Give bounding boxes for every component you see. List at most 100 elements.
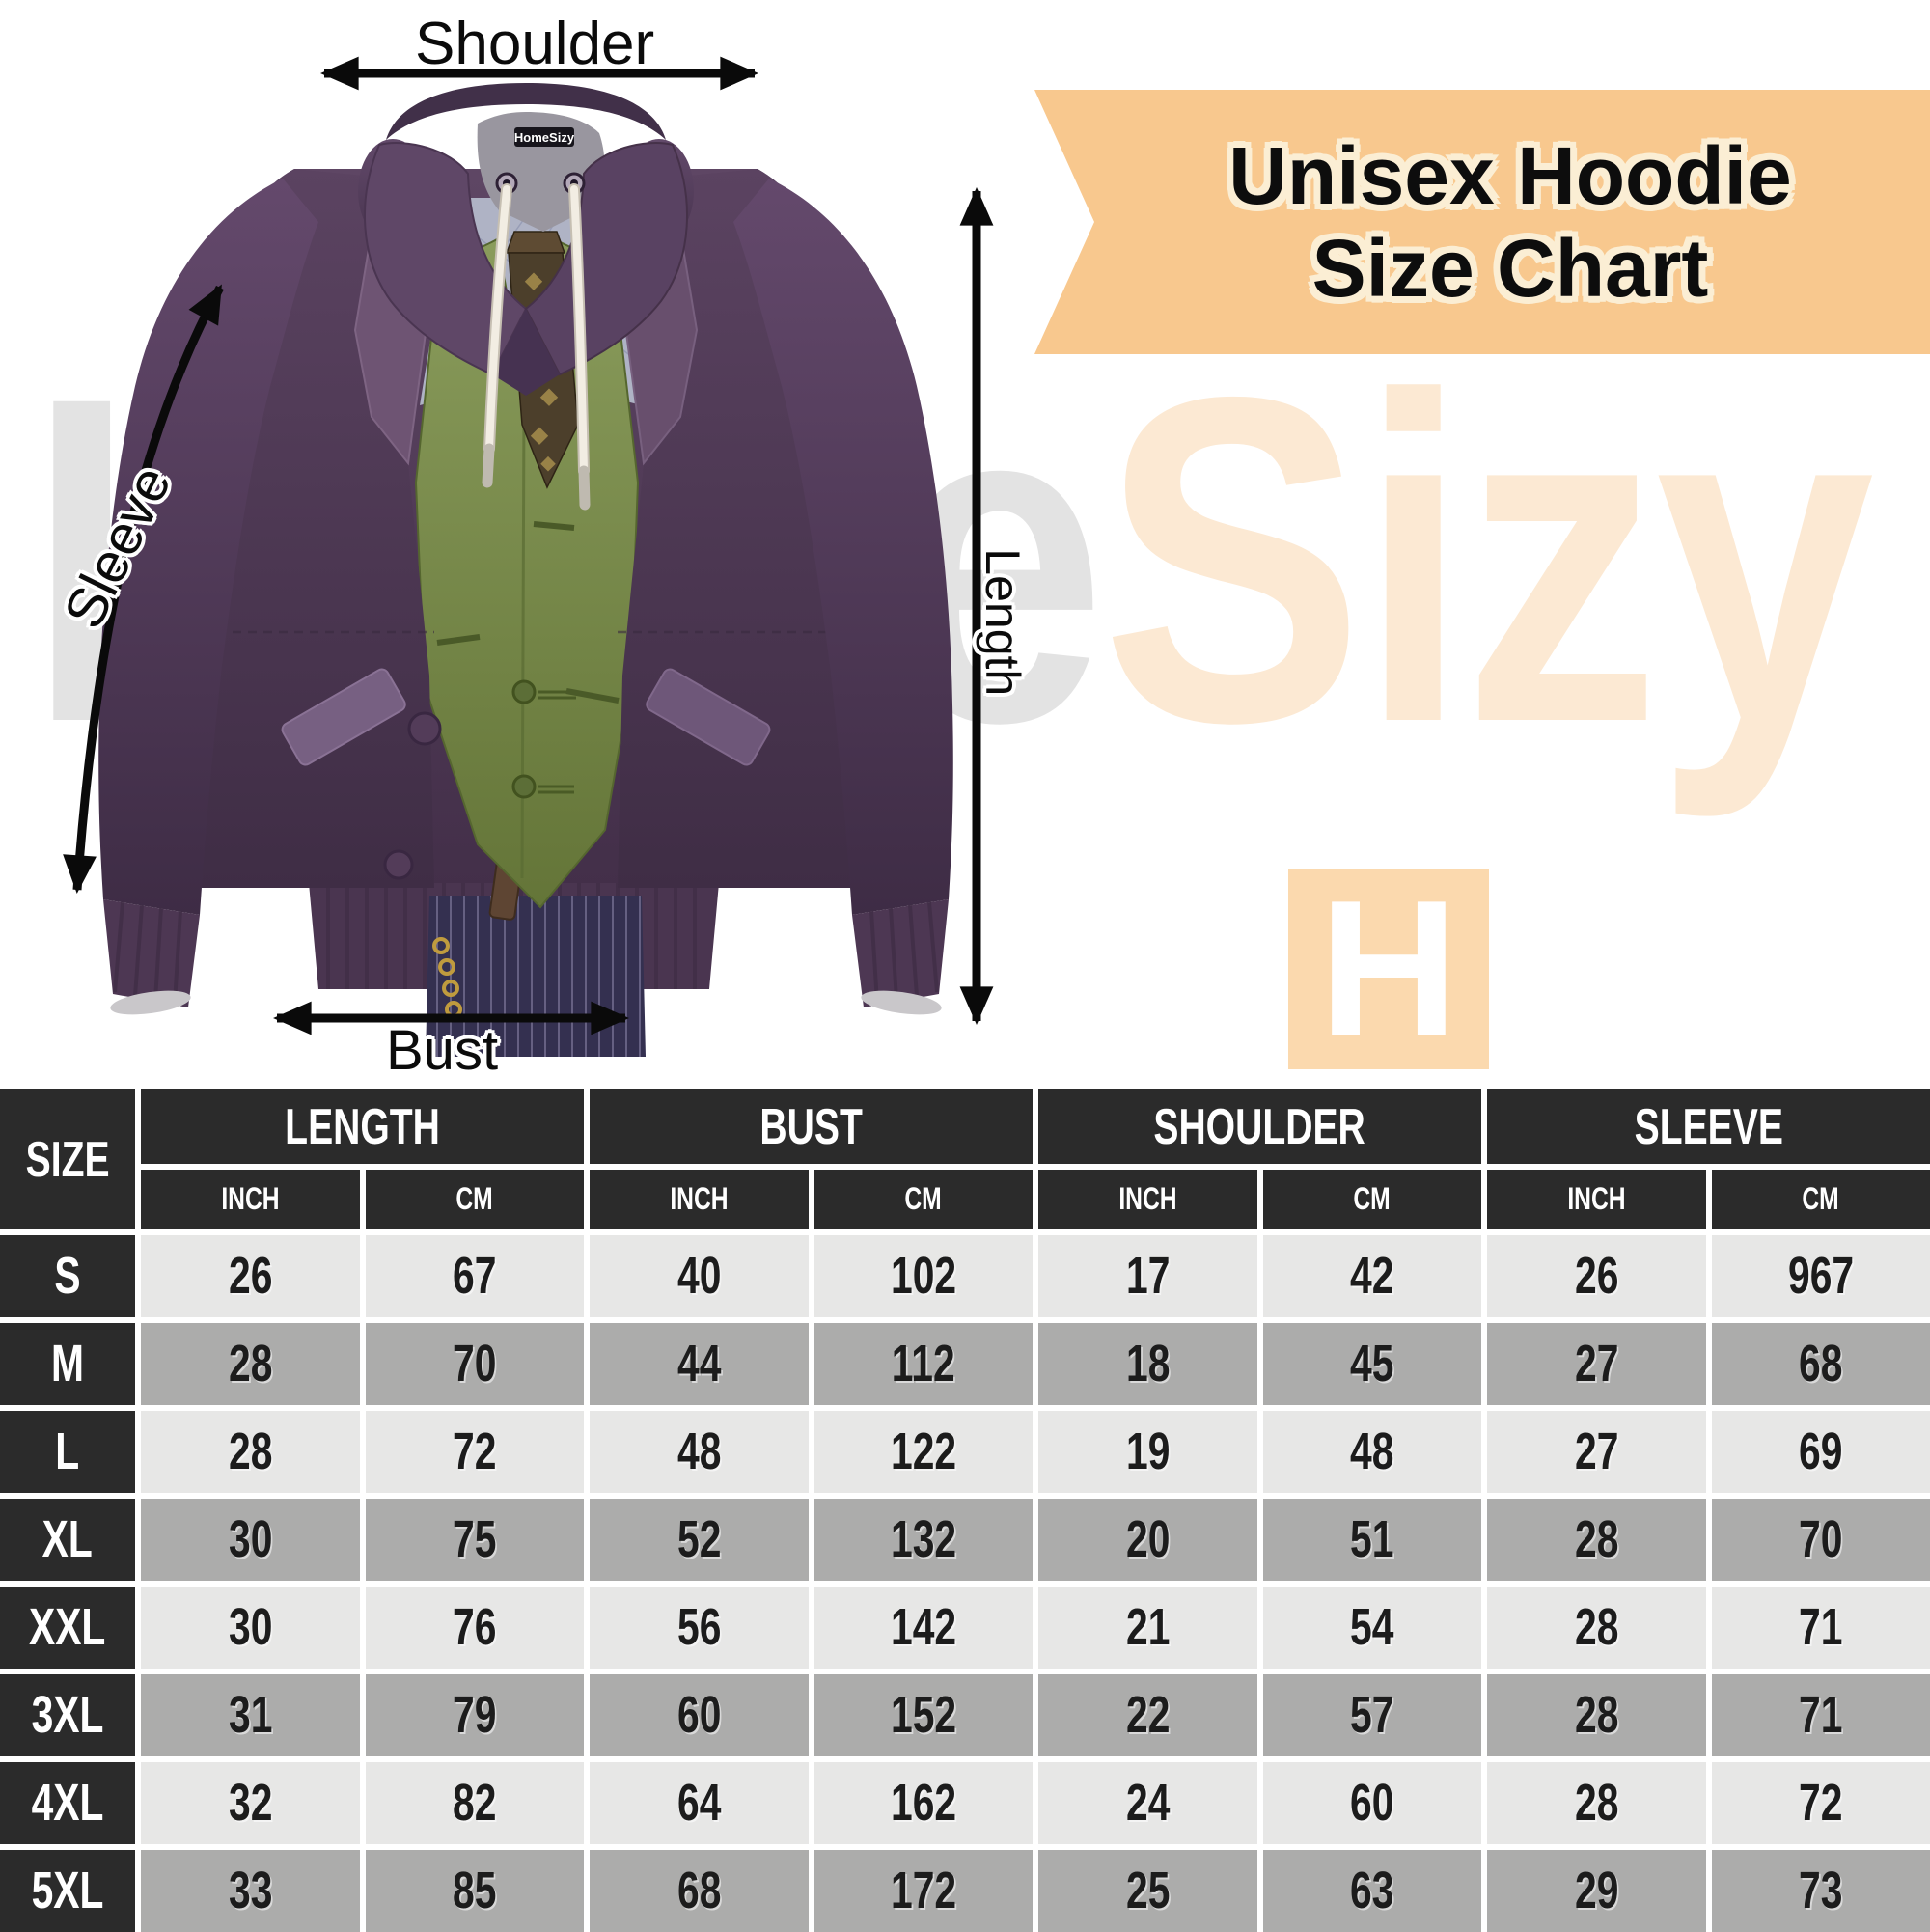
value-cell: 33 (141, 1850, 360, 1932)
value-cell: 28 (1487, 1499, 1706, 1581)
value-cell: 72 (1712, 1762, 1930, 1844)
value-cell: 44 (590, 1323, 809, 1405)
value-cell: 29 (1487, 1850, 1706, 1932)
unit-header-cm: CM (814, 1170, 1034, 1229)
value-cell: 32 (141, 1762, 360, 1844)
value-cell: 28 (1487, 1587, 1706, 1669)
value-cell: 70 (366, 1323, 585, 1405)
size-label-5xl: 5XL (0, 1850, 135, 1932)
size-label-3xl: 3XL (0, 1674, 135, 1756)
value-cell: 69 (1712, 1411, 1930, 1493)
value-cell: 48 (1263, 1411, 1482, 1493)
group-header-shoulder: SHOULDER (1038, 1089, 1481, 1164)
value-cell: 72 (366, 1411, 585, 1493)
banner-title-line2: Size Chart (1312, 226, 1709, 311)
value-cell: 20 (1038, 1499, 1257, 1581)
hoodie-illustration: HomeSizy (53, 77, 970, 1071)
cuff-right (852, 899, 949, 1019)
value-cell: 52 (590, 1499, 809, 1581)
value-cell: 122 (814, 1411, 1034, 1493)
group-header-bust: BUST (590, 1089, 1033, 1164)
value-cell: 75 (366, 1499, 585, 1581)
value-cell: 18 (1038, 1323, 1257, 1405)
size-label-xl: XL (0, 1499, 135, 1581)
value-cell: 21 (1038, 1587, 1257, 1669)
unit-header-inch: INCH (141, 1170, 360, 1229)
value-cell: 30 (141, 1587, 360, 1669)
value-cell: 112 (814, 1323, 1034, 1405)
value-cell: 172 (814, 1850, 1034, 1932)
value-cell: 48 (590, 1411, 809, 1493)
value-cell: 56 (590, 1587, 809, 1669)
value-cell: 132 (814, 1499, 1034, 1581)
bust-label: Bust (386, 1019, 498, 1084)
size-label-s: S (0, 1235, 135, 1317)
value-cell: 152 (814, 1674, 1034, 1756)
value-cell: 28 (141, 1411, 360, 1493)
value-cell: 54 (1263, 1587, 1482, 1669)
value-cell: 28 (1487, 1674, 1706, 1756)
length-label: Length (975, 548, 1031, 696)
unit-header-inch: INCH (1487, 1170, 1706, 1229)
size-label-xxl: XXL (0, 1587, 135, 1669)
size-label-l: L (0, 1411, 135, 1493)
cuff-left (103, 899, 200, 1019)
value-cell: 26 (1487, 1235, 1706, 1317)
value-cell: 27 (1487, 1411, 1706, 1493)
value-cell: 79 (366, 1674, 585, 1756)
value-cell: 42 (1263, 1235, 1482, 1317)
title-banner: Unisex Hoodie Size Chart (1034, 90, 1930, 354)
value-cell: 45 (1263, 1323, 1482, 1405)
group-header-sleeve: SLEEVE (1487, 1089, 1930, 1164)
group-header-length: LENGTH (141, 1089, 584, 1164)
value-cell: 28 (141, 1323, 360, 1405)
value-cell: 71 (1712, 1587, 1930, 1669)
value-cell: 40 (590, 1235, 809, 1317)
h-logo-letter: H (1319, 872, 1458, 1065)
value-cell: 71 (1712, 1674, 1930, 1756)
unit-header-cm: CM (366, 1170, 585, 1229)
value-cell: 30 (141, 1499, 360, 1581)
value-cell: 22 (1038, 1674, 1257, 1756)
value-cell: 70 (1712, 1499, 1930, 1581)
value-cell: 31 (141, 1674, 360, 1756)
value-cell: 142 (814, 1587, 1034, 1669)
value-cell: 73 (1712, 1850, 1930, 1932)
value-cell: 102 (814, 1235, 1034, 1317)
value-cell: 85 (366, 1850, 585, 1932)
value-cell: 60 (1263, 1762, 1482, 1844)
value-cell: 26 (141, 1235, 360, 1317)
watermark-sizy: Sizy (1101, 300, 1869, 818)
value-cell: 82 (366, 1762, 585, 1844)
size-label-m: M (0, 1323, 135, 1405)
size-column-header: SIZE (0, 1089, 135, 1229)
value-cell: 57 (1263, 1674, 1482, 1756)
value-cell: 68 (590, 1850, 809, 1932)
size-label-4xl: 4XL (0, 1762, 135, 1844)
neck-tag-text: HomeSizy (514, 130, 575, 145)
h-logo: H (1288, 869, 1489, 1069)
value-cell: 64 (590, 1762, 809, 1844)
unit-header-cm: CM (1263, 1170, 1482, 1229)
value-cell: 27 (1487, 1323, 1706, 1405)
value-cell: 60 (590, 1674, 809, 1756)
value-cell: 25 (1038, 1850, 1257, 1932)
value-cell: 76 (366, 1587, 585, 1669)
value-cell: 162 (814, 1762, 1034, 1844)
value-cell: 51 (1263, 1499, 1482, 1581)
unit-header-inch: INCH (1038, 1170, 1257, 1229)
value-cell: 19 (1038, 1411, 1257, 1493)
unit-header-inch: INCH (590, 1170, 809, 1229)
shoulder-label: Shoulder (415, 10, 654, 78)
value-cell: 24 (1038, 1762, 1257, 1844)
value-cell: 63 (1263, 1850, 1482, 1932)
value-cell: 67 (366, 1235, 585, 1317)
value-cell: 17 (1038, 1235, 1257, 1317)
value-cell: 28 (1487, 1762, 1706, 1844)
banner-title-line1: Unisex Hoodie (1228, 133, 1791, 218)
value-cell: 68 (1712, 1323, 1930, 1405)
unit-header-cm: CM (1712, 1170, 1930, 1229)
value-cell: 967 (1712, 1235, 1930, 1317)
